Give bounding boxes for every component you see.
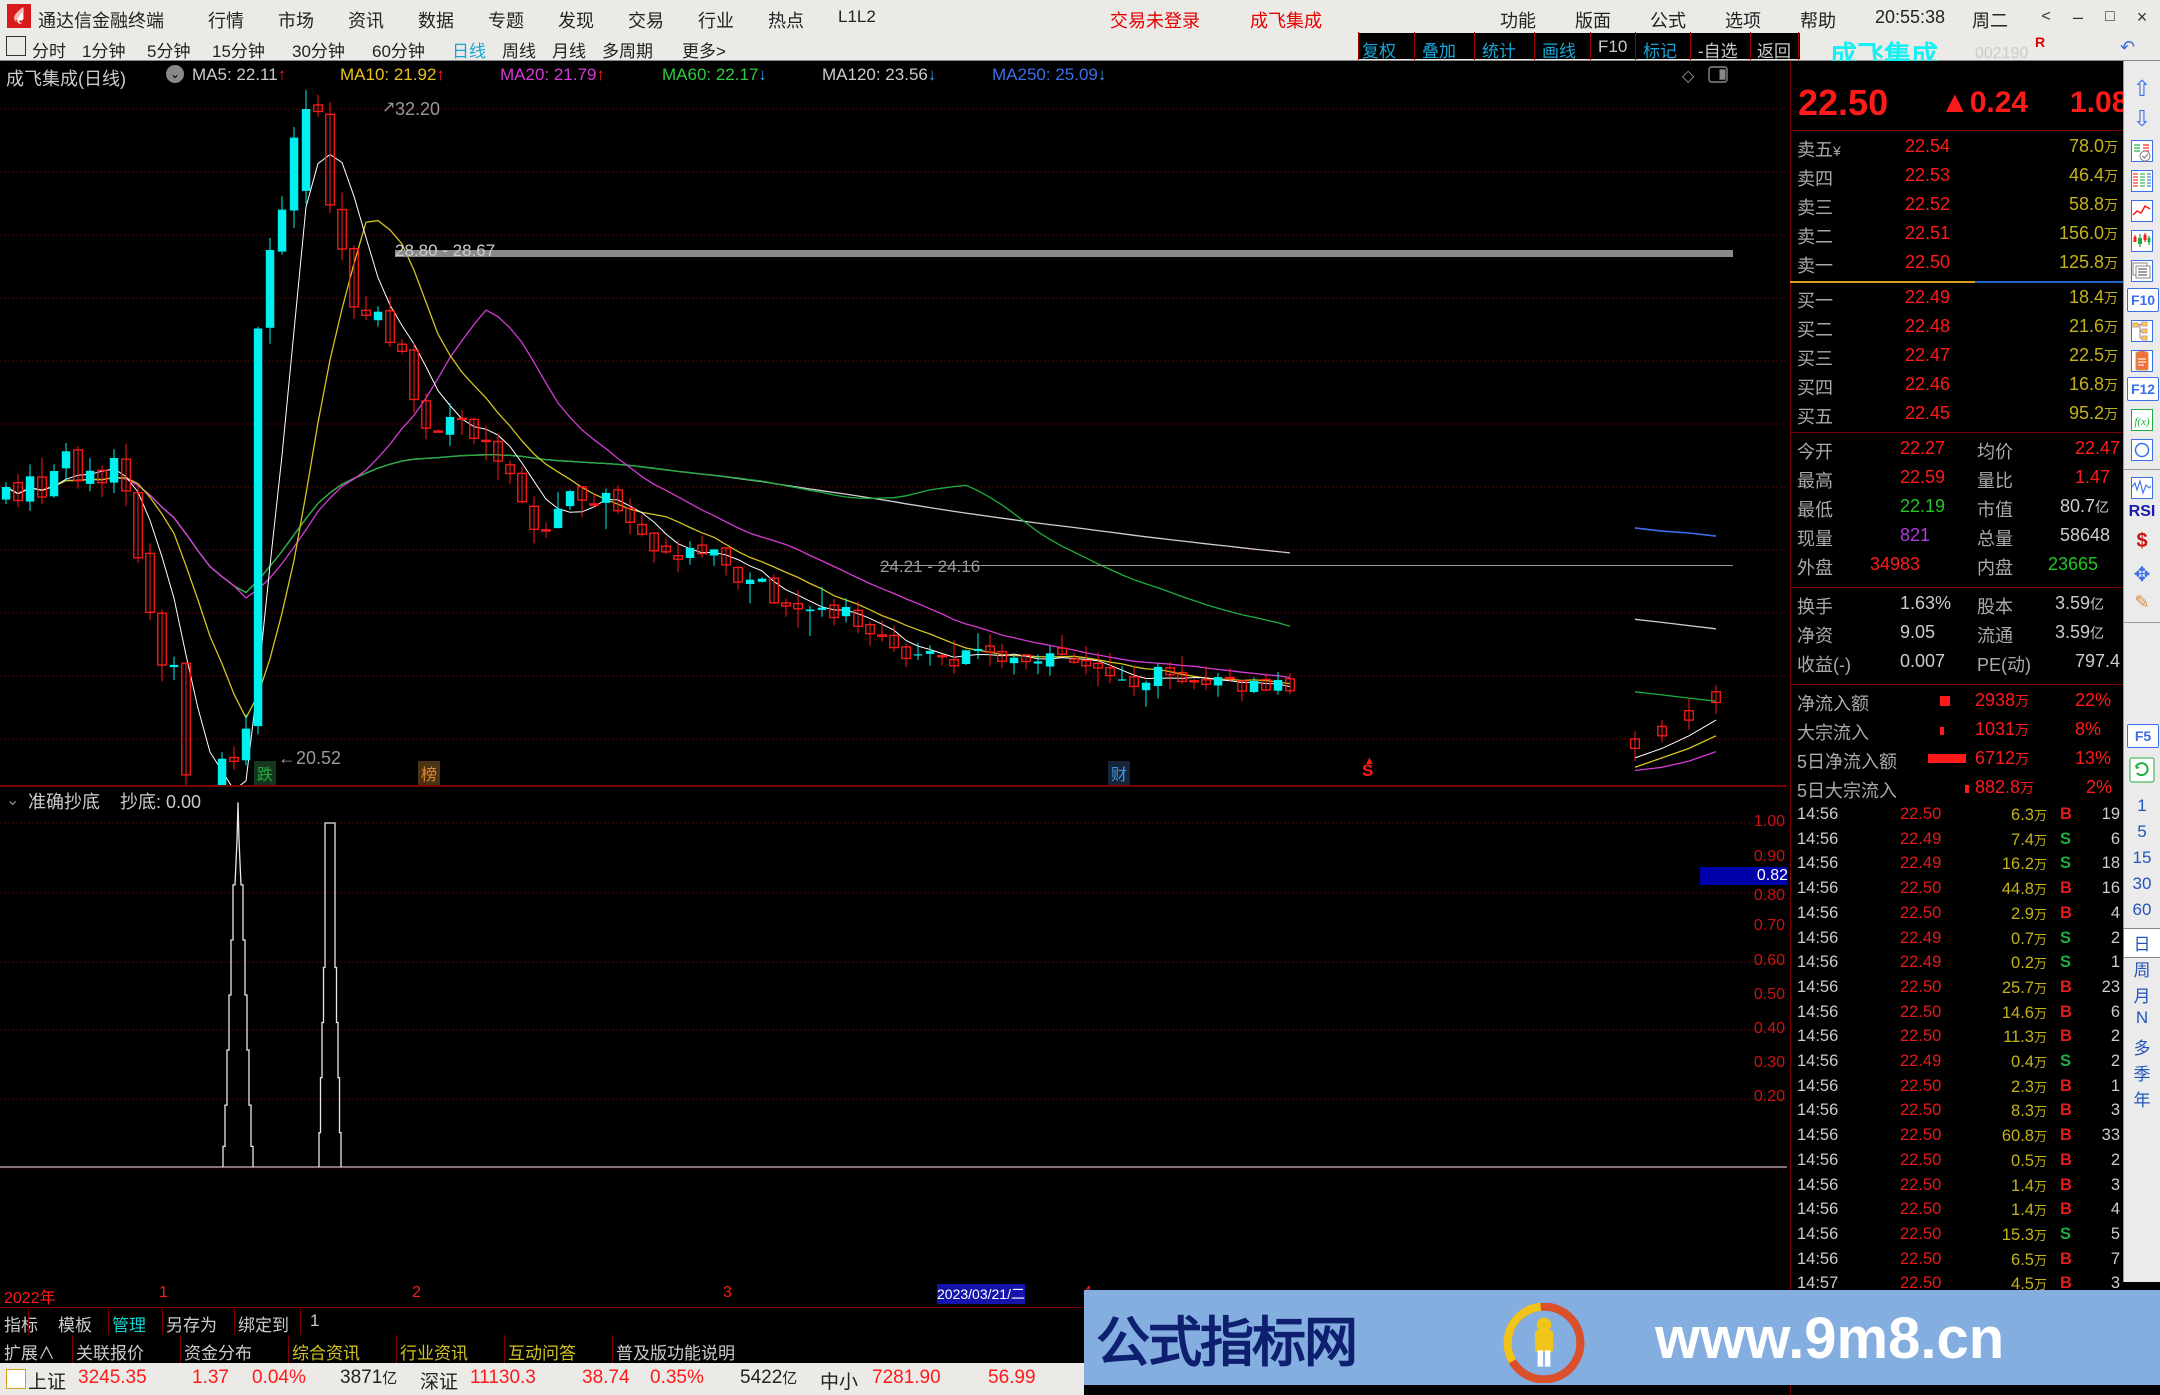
svg-text:f(x): f(x)	[2134, 416, 2150, 428]
